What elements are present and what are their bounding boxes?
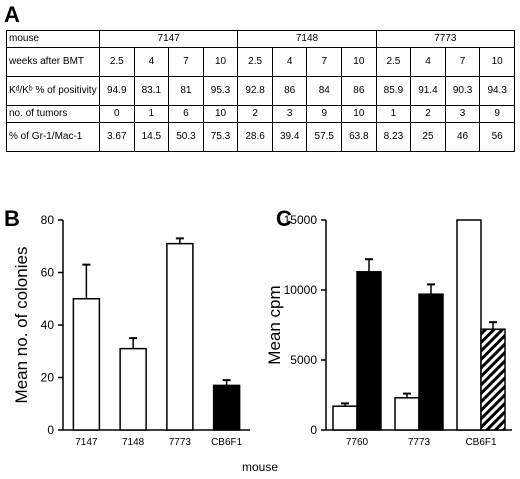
- table-cell: 1: [375, 105, 412, 123]
- table-cell: 50.3: [168, 122, 204, 152]
- table-cell: 10: [202, 47, 239, 77]
- bar: [72, 298, 101, 431]
- table-cell: 8.23: [375, 122, 412, 152]
- table-row-label: Kᵈ/Kᵇ % of positivity: [6, 76, 100, 106]
- table-cell: 4: [410, 47, 446, 77]
- table-cell: 2: [237, 105, 273, 123]
- table-cell: 3: [444, 105, 481, 123]
- table-cell: 10: [479, 47, 515, 77]
- y-axis-label: Mean cpm: [265, 285, 284, 364]
- table-cell: 56: [479, 122, 515, 152]
- table-cell: 63.8: [341, 122, 377, 152]
- table-cell: 94.9: [99, 76, 135, 106]
- x-tick-label: 7147: [75, 437, 98, 448]
- y-tick-label: 60: [41, 266, 55, 280]
- table-cell: 6: [168, 105, 204, 123]
- table-cell: 9: [306, 105, 343, 123]
- chart-c: 0 5000 10000 15000 Mean cpm 7760 7773 CB6F1: [265, 213, 512, 448]
- x-tick-label: 7760: [346, 437, 369, 448]
- table-cell: 4: [271, 47, 308, 77]
- bar-series-1: [332, 405, 358, 431]
- table-cell: 81: [168, 76, 204, 106]
- bar-series-1: [394, 397, 420, 431]
- table-cell: 84: [306, 76, 343, 106]
- table-cell: 75.3: [202, 122, 239, 152]
- panel-a-label: A: [4, 2, 20, 27]
- panel-c-label: C: [276, 206, 292, 231]
- table-cell: 2.5: [375, 47, 412, 77]
- y-tick-label: 5000: [290, 353, 317, 367]
- table-row-label: weeks after BMT: [6, 47, 100, 77]
- table-cell: 90.3: [444, 76, 481, 106]
- table-cell: 25: [410, 122, 446, 152]
- x-tick-label: CB6F1: [465, 437, 497, 448]
- table-cell: 7: [306, 47, 343, 77]
- table-cell: 86: [271, 76, 308, 106]
- table-cell: 94.3: [479, 76, 515, 106]
- bar-series-2: [356, 271, 382, 431]
- x-tick-label: CB6F1: [211, 437, 243, 448]
- table-cell: 3.67: [99, 122, 135, 152]
- x-axis-shared-label: mouse: [241, 460, 279, 474]
- y-tick-label: 10000: [284, 283, 318, 297]
- y-tick-label: 80: [41, 213, 55, 227]
- y-tick-label: 40: [41, 318, 55, 332]
- table-group-header: 7147: [98, 30, 239, 48]
- table-cell: 2: [410, 105, 446, 123]
- y-tick-label: 0: [47, 423, 54, 437]
- x-tick-label: 7773: [408, 437, 431, 448]
- table-cell: 0: [99, 105, 135, 123]
- table-row: Kᵈ/Kᵇ % of positivity 94.9 83.1 81 95.3 92.8 8…: [6, 76, 515, 106]
- y-tick-label: 15000: [284, 213, 318, 227]
- table-row: weeks after BMT 2.5 4 7 10 2.5 4 7 10 2.5 4 7 10: [6, 47, 515, 77]
- x-tick-label: 7148: [122, 437, 145, 448]
- table-cell: 1: [133, 105, 170, 123]
- bar: [212, 384, 241, 431]
- bar-series-2: [480, 328, 506, 431]
- table-cell: 4: [133, 47, 170, 77]
- table-cell: 92.8: [237, 76, 273, 106]
- table-group-header: 7148: [237, 30, 377, 48]
- bar: [166, 242, 194, 431]
- bar-series-2: [418, 293, 444, 431]
- table-cell: 95.3: [202, 76, 239, 106]
- table-cell: 57.5: [306, 122, 343, 152]
- table-cell: 7: [444, 47, 481, 77]
- table-row-label: no. of tumors: [6, 105, 100, 123]
- table-row: no. of tumors 0 1 6 10 2 3 9 10 1 2 3 9: [6, 105, 515, 123]
- chart-b: 0 20 40 60 80 Mean no. of colonies 7147 7148 777…: [12, 213, 250, 448]
- y-tick-label: 20: [41, 371, 55, 385]
- table-group-header: 7773: [375, 30, 516, 48]
- table-cell: 85.9: [375, 76, 412, 106]
- table-cell: 2.5: [237, 47, 273, 77]
- panel-b-label: B: [4, 206, 20, 231]
- y-tick-label: 0: [310, 423, 317, 437]
- bar-series-1: [456, 219, 482, 431]
- table-cell: 86: [341, 76, 377, 106]
- table-cell: 3: [271, 105, 308, 123]
- table-cell: 14.5: [133, 122, 170, 152]
- table-cell: 83.1: [133, 76, 170, 106]
- bar: [119, 347, 147, 431]
- table-cell: 10: [202, 105, 239, 123]
- table-row: % of Gr-1/Mac-1 3.67 14.5 50.3 75.3 28.6 39.4 5…: [6, 122, 515, 152]
- table-cell: 46: [444, 122, 481, 152]
- table-cell: 9: [479, 105, 515, 123]
- x-tick-label: 7773: [169, 437, 192, 448]
- table-row-label: % of Gr-1/Mac-1: [6, 122, 100, 152]
- table-cell: 39.4: [271, 122, 308, 152]
- table-cell: 2.5: [99, 47, 135, 77]
- table-cell: 28.6: [237, 122, 273, 152]
- table-cell: 91.4: [410, 76, 446, 106]
- table-cell: 10: [341, 47, 377, 77]
- y-axis-label: Mean no. of colonies: [12, 247, 31, 404]
- table-row-header: mouse: [6, 30, 100, 48]
- table-cell: 7: [168, 47, 204, 77]
- data-table: mouse 7147 7148 7773 weeks after BMT 2.5 4 7 10 2…: [6, 30, 516, 152]
- table-cell: 10: [341, 105, 377, 123]
